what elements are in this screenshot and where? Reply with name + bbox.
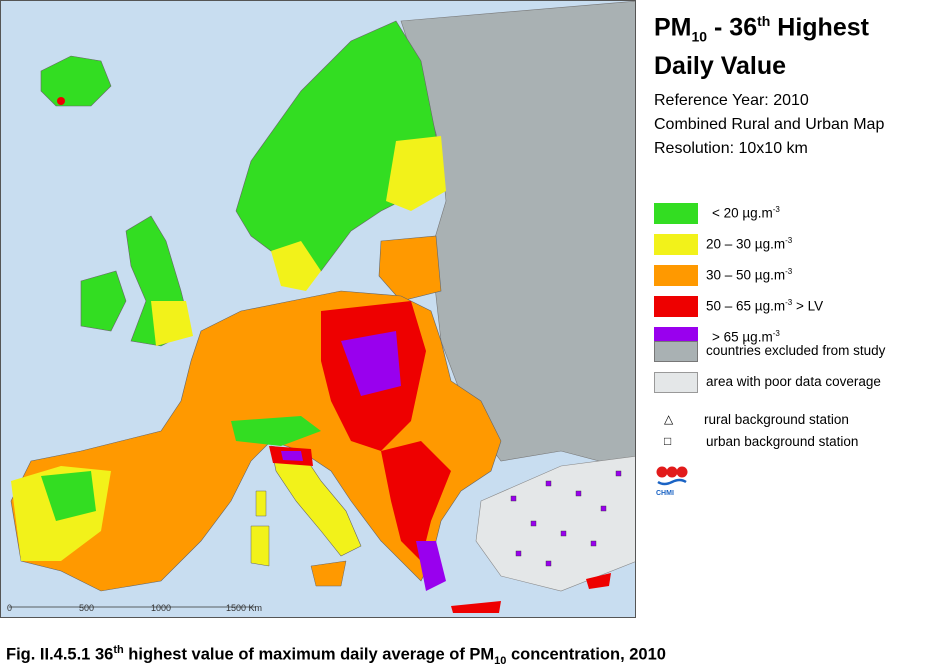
sweden-south <box>271 241 321 291</box>
legend-item-gt65: > 65 µg.m-3 <box>654 327 950 348</box>
legend-item-50-65: 50 – 65 µg.m-3 > LV <box>654 296 950 317</box>
figure-caption: Fig. II.4.5.1 36th highest value of maxi… <box>6 644 666 667</box>
legend-swatch <box>654 265 698 286</box>
title-sup: th <box>757 13 771 29</box>
resolution: Resolution: 10x10 km <box>654 140 808 157</box>
legend-swatch <box>654 372 698 393</box>
title-pm: PM <box>654 13 692 42</box>
legend-item-rural: △ rural background station <box>654 412 950 432</box>
title-highest: Highest <box>770 13 869 42</box>
legend-label: < 20 µg.m-3 <box>712 205 780 221</box>
legend-label: countries excluded from study <box>706 343 886 358</box>
square-icon: □ <box>664 434 672 448</box>
legend-label: rural background station <box>704 412 849 427</box>
map-meta: Reference Year: 2010 Combined Rural and … <box>654 89 884 161</box>
sardinia <box>250 525 270 567</box>
iberia-green <box>41 471 96 521</box>
legend-item-urban: □ urban background station <box>654 434 950 454</box>
chmi-logo-text: CHMI <box>656 490 674 497</box>
turkey-urban-stations <box>510 470 622 567</box>
title-line2: Daily Value <box>654 52 787 81</box>
poland-purple <box>341 331 401 396</box>
ireland <box>80 270 127 332</box>
triangle-icon: △ <box>664 412 674 426</box>
chmi-logo: CHMI <box>654 464 690 504</box>
finland-south <box>386 136 446 211</box>
legend-swatch <box>654 341 698 362</box>
reference-year: Reference Year: 2010 <box>654 92 809 109</box>
corsica <box>255 490 267 517</box>
legend-item-excluded: countries excluded from study <box>654 341 950 362</box>
po-valley-purple <box>281 451 303 461</box>
greece-purple <box>416 541 446 591</box>
legend-label: 20 – 30 µg.m-3 <box>706 236 793 252</box>
title-pm-sub: 10 <box>691 28 708 45</box>
poor-coverage-turkey <box>475 455 635 592</box>
scale-label-1500: 1500 Km <box>226 603 263 613</box>
map-type: Combined Rural and Urban Map <box>654 116 885 133</box>
map-graphic <box>9 1 635 613</box>
title-mid: - 36 <box>707 13 758 42</box>
baltics <box>378 235 442 302</box>
legend-label: area with poor data coverage <box>706 374 881 389</box>
iceland <box>40 55 112 107</box>
crete <box>451 601 501 613</box>
england-south <box>151 301 193 346</box>
legend-swatch <box>654 203 698 224</box>
cyprus <box>586 573 611 589</box>
legend-item-poor-coverage: area with poor data coverage <box>654 372 950 393</box>
italy <box>270 445 362 557</box>
legend-label: > 65 µg.m-3 <box>712 329 780 345</box>
legend-label: 30 – 50 µg.m-3 <box>706 267 793 283</box>
legend-swatch <box>654 296 698 317</box>
legend-label: urban background station <box>706 434 859 449</box>
sicily <box>310 560 347 587</box>
balkans-red <box>381 441 451 561</box>
legend-item-30-50: 30 – 50 µg.m-3 <box>654 265 950 286</box>
legend-item-lt20: < 20 µg.m-3 <box>654 203 950 224</box>
alps-green <box>231 416 321 446</box>
scale-label-500: 500 <box>79 603 95 613</box>
scale-label-0: 0 <box>7 603 13 613</box>
legend-swatch <box>654 234 698 255</box>
scale-label-1000: 1000 <box>151 603 172 613</box>
pm10-map: 0 500 1000 1500 Km <box>0 0 636 618</box>
legend-label: 50 – 65 µg.m-3 > LV <box>706 298 824 314</box>
map-title: PM10 - 36th Highest Daily Value <box>654 6 869 81</box>
chmi-logo-icon <box>656 466 688 486</box>
legend-item-20-30: 20 – 30 µg.m-3 <box>654 234 950 255</box>
